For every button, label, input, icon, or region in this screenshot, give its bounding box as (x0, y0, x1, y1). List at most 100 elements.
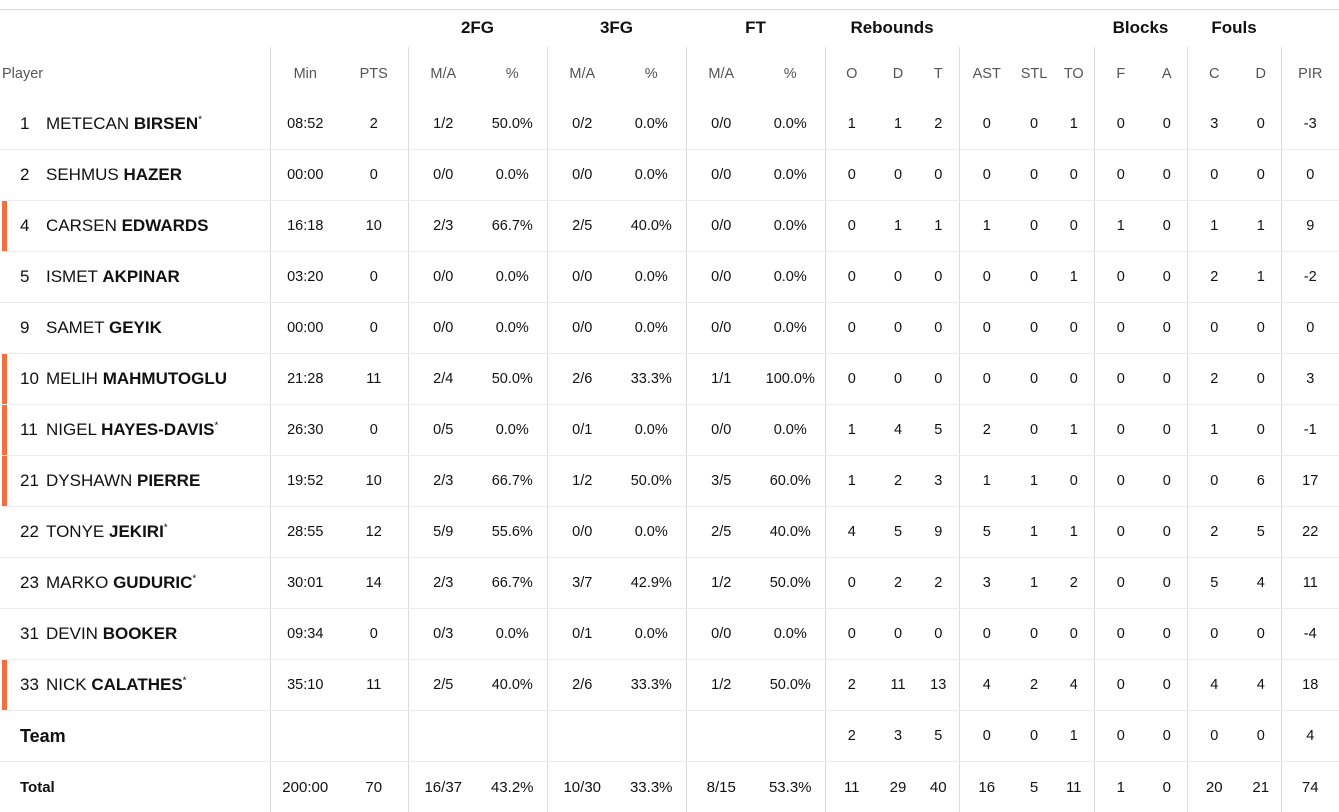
stat-o: 0 (825, 609, 878, 660)
col-ast[interactable]: AST (959, 47, 1014, 99)
jersey-number: 21 (20, 471, 46, 491)
col-ft-ma[interactable]: M/A (686, 47, 756, 99)
col-blk-a[interactable]: A (1147, 47, 1187, 99)
stat-fc: 2 (1187, 354, 1241, 405)
col-pts[interactable]: PTS (340, 47, 408, 99)
stat-fg3-ma: 0/0 (547, 303, 617, 354)
team-stat-ft-ma (686, 711, 756, 762)
stat-fg2-ma: 5/9 (408, 507, 478, 558)
stat-fc: 0 (1187, 150, 1241, 201)
player-last-name[interactable]: MAHMUTOGLU (103, 369, 227, 388)
team-stat-bf: 0 (1094, 711, 1147, 762)
player-last-name[interactable]: EDWARDS (122, 216, 209, 235)
total-stat-t: 40 (918, 762, 959, 812)
stat-pir: -1 (1281, 405, 1339, 456)
player-first-name: CARSEN (46, 216, 117, 235)
col-to[interactable]: TO (1054, 47, 1094, 99)
col-ft-pct[interactable]: % (756, 47, 825, 99)
team-stat-stl: 0 (1014, 711, 1054, 762)
stat-fg2-pct: 66.7% (478, 201, 547, 252)
col-3fg-pct[interactable]: % (617, 47, 686, 99)
stat-fg3-ma: 3/7 (547, 558, 617, 609)
stat-d: 2 (878, 456, 918, 507)
player-last-name[interactable]: JEKIRI (109, 522, 164, 541)
stat-d: 5 (878, 507, 918, 558)
stat-to: 1 (1054, 99, 1094, 150)
player-last-name[interactable]: PIERRE (137, 471, 200, 490)
starter-marker: * (192, 573, 196, 584)
stat-ba: 0 (1147, 660, 1187, 711)
stat-pts: 11 (340, 354, 408, 405)
col-reb-o[interactable]: O (825, 47, 878, 99)
stat-pir: 11 (1281, 558, 1339, 609)
player-last-name[interactable]: BOOKER (103, 624, 178, 643)
player-first-name: SEHMUS (46, 165, 119, 184)
total-stat-stl: 5 (1014, 762, 1054, 812)
col-foul-d[interactable]: D (1241, 47, 1281, 99)
col-blk-f[interactable]: F (1094, 47, 1147, 99)
col-player[interactable]: Player (0, 47, 270, 99)
stat-bf: 0 (1094, 558, 1147, 609)
stat-bf: 0 (1094, 507, 1147, 558)
player-last-name[interactable]: GEYIK (109, 318, 162, 337)
col-2fg-ma[interactable]: M/A (408, 47, 478, 99)
total-stat-fg3-ma: 10/30 (547, 762, 617, 812)
player-last-name[interactable]: HAZER (123, 165, 182, 184)
col-pir[interactable]: PIR (1281, 47, 1339, 99)
stat-stl: 0 (1014, 609, 1054, 660)
stat-fd: 0 (1241, 150, 1281, 201)
stat-fg3-pct: 0.0% (617, 303, 686, 354)
group-blocks: Blocks (1094, 0, 1187, 47)
stat-ft-pct: 0.0% (756, 405, 825, 456)
stat-ba: 0 (1147, 201, 1187, 252)
stat-t: 13 (918, 660, 959, 711)
total-stat-d: 29 (878, 762, 918, 812)
col-2fg-pct[interactable]: % (478, 47, 547, 99)
stat-fd: 0 (1241, 99, 1281, 150)
player-first-name: ISMET (46, 267, 98, 286)
stat-ft-ma: 1/2 (686, 558, 756, 609)
player-first-name: NICK (46, 675, 87, 694)
player-last-name[interactable]: CALATHES (91, 675, 182, 694)
col-min[interactable]: Min (270, 47, 340, 99)
player-last-name[interactable]: GUDURIC (113, 573, 192, 592)
stat-stl: 0 (1014, 252, 1054, 303)
col-3fg-ma[interactable]: M/A (547, 47, 617, 99)
col-foul-c[interactable]: C (1187, 47, 1241, 99)
col-stl[interactable]: STL (1014, 47, 1054, 99)
player-last-name[interactable]: HAYES-DAVIS (101, 420, 214, 439)
stat-fg3-ma: 0/0 (547, 252, 617, 303)
col-reb-t[interactable]: T (918, 47, 959, 99)
stat-t: 1 (918, 201, 959, 252)
player-first-name: TONYE (46, 522, 104, 541)
col-reb-d[interactable]: D (878, 47, 918, 99)
player-last-name[interactable]: AKPINAR (102, 267, 179, 286)
stat-stl: 1 (1014, 507, 1054, 558)
player-last-name[interactable]: BIRSEN (134, 114, 198, 133)
